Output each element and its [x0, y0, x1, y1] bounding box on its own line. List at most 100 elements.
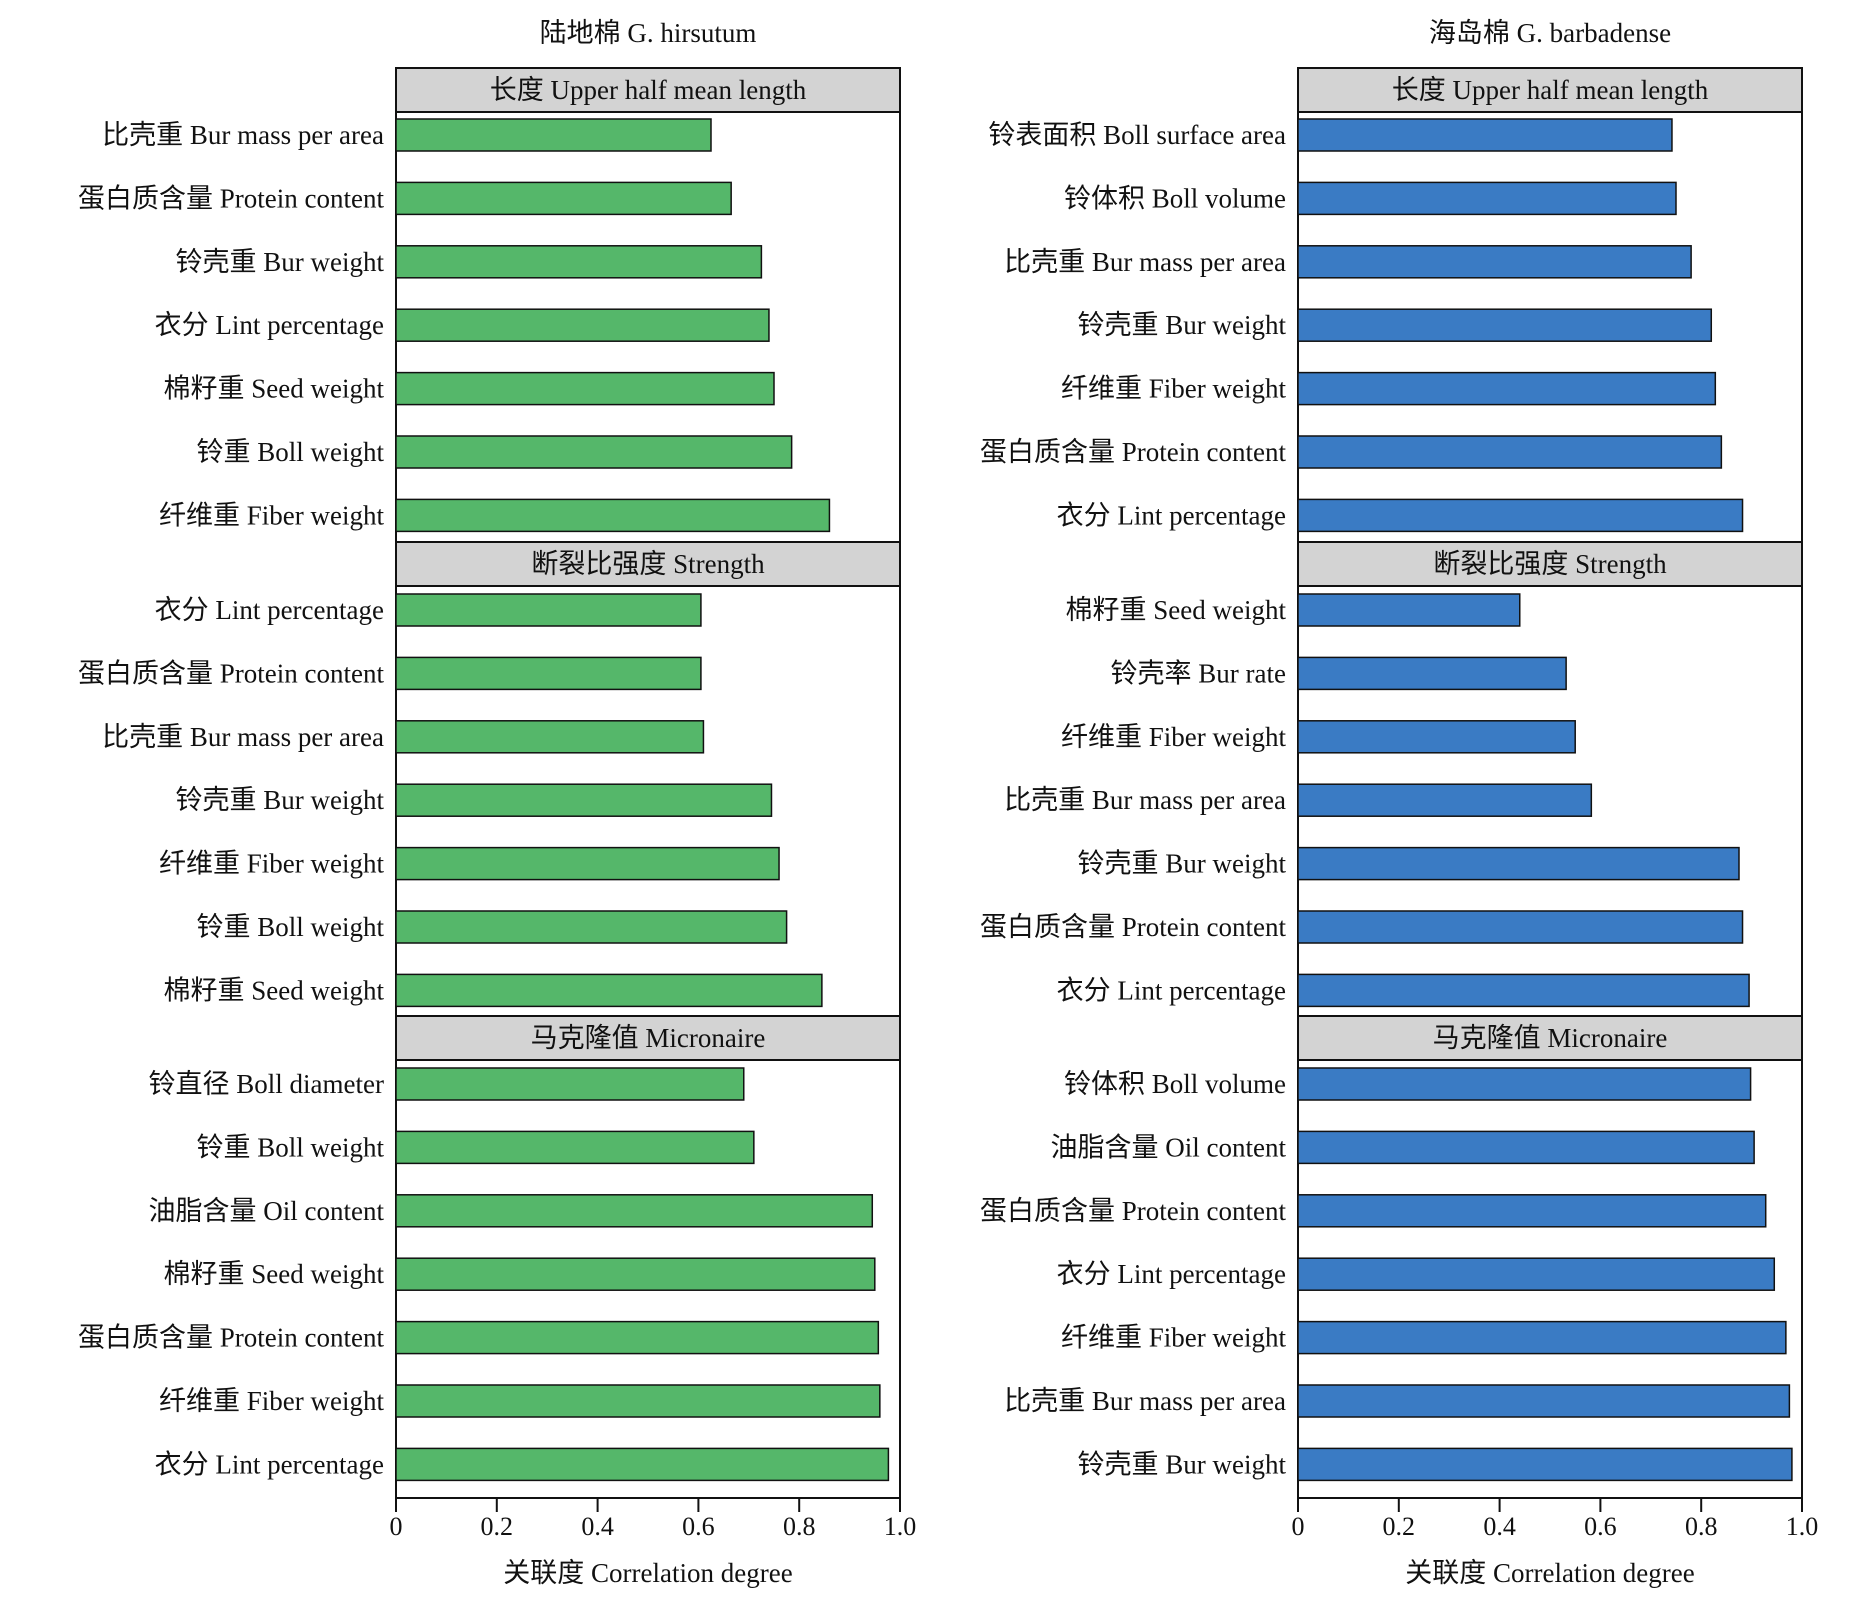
bar-category-label: 棉籽重 Seed weight: [164, 374, 385, 404]
panel-2: 断裂比强度 Strength 衣分 Lint percentage 蛋白质含量 Pr…: [78, 541, 901, 1017]
bar-category-label: 铃重 Boll weight: [197, 1132, 385, 1162]
bar: [1297, 846, 1740, 881]
bar: [395, 498, 831, 533]
bar: [1297, 1320, 1787, 1355]
bar-category-label: 比壳重 Bur mass per area: [1004, 785, 1286, 815]
bar: [1297, 1447, 1793, 1482]
bar-category-label: 铃壳重 Bur weight: [1078, 849, 1287, 879]
bar: [1297, 181, 1677, 216]
bar-category-label: 比壳重 Bur mass per area: [102, 722, 384, 752]
panel-3: 马克隆值 Micronaire 铃直径 Boll diameter 铃重 Boll …: [78, 1015, 901, 1499]
bar: [1297, 435, 1723, 469]
bar: [1297, 593, 1521, 627]
bar: [395, 1320, 880, 1355]
bar: [1297, 245, 1692, 279]
x-tick-label: 0.6: [1584, 1512, 1617, 1541]
bar: [1297, 118, 1673, 152]
bar-category-label: 棉籽重 Seed weight: [164, 975, 385, 1005]
bar-category-label: 铃重 Boll weight: [197, 437, 385, 467]
bar-category-label: 衣分 Lint percentage: [155, 1449, 384, 1479]
bar: [395, 181, 732, 216]
panel-title: 马克隆值 Micronaire: [531, 1023, 766, 1053]
bar: [1297, 1384, 1791, 1418]
bar: [1297, 371, 1717, 406]
bar-category-label: 衣分 Lint percentage: [155, 310, 384, 340]
bar-category-label: 棉籽重 Seed weight: [1066, 595, 1287, 625]
panel-header: [1297, 1015, 1803, 1061]
x-tick-label: 0.6: [682, 1512, 715, 1541]
x-axis-label: 关联度 Correlation degree: [1405, 1558, 1694, 1588]
bar: [395, 593, 702, 627]
x-tick-label: 0.2: [481, 1512, 514, 1541]
bar: [395, 1384, 881, 1418]
bar: [395, 245, 763, 279]
bar: [395, 910, 788, 944]
bar: [1297, 973, 1750, 1008]
panel-3: 马克隆值 Micronaire 铃体积 Boll volume 油脂含量 Oil c…: [980, 1015, 1803, 1499]
bar: [1297, 308, 1713, 342]
bar-category-label: 蛋白质含量 Protein content: [78, 658, 384, 688]
bar-category-label: 衣分 Lint percentage: [1057, 975, 1286, 1005]
bar: [395, 308, 770, 342]
bar: [1297, 1257, 1776, 1291]
bar-category-label: 铃壳重 Bur weight: [176, 785, 385, 815]
bar-category-label: 蛋白质含量 Protein content: [980, 1196, 1286, 1226]
chart-column-2: 海岛棉 G. barbadense 长度 Upper half mean leng…: [980, 18, 1818, 1588]
panel-2: 断裂比强度 Strength 棉籽重 Seed weight 铃壳率 Bur rat…: [980, 541, 1803, 1017]
bar-category-label: 纤维重 Fiber weight: [159, 1386, 384, 1416]
bar-category-label: 蛋白质含量 Protein content: [78, 183, 384, 213]
bar-category-label: 纤维重 Fiber weight: [159, 500, 384, 530]
x-tick-label: 0.8: [1685, 1512, 1718, 1541]
bar-category-label: 铃壳重 Bur weight: [176, 247, 385, 277]
bar-category-label: 比壳重 Bur mass per area: [102, 120, 384, 150]
x-axis: 0 0.2 0.4 0.6 0.8 1.0: [390, 1498, 917, 1541]
bar-category-label: 纤维重 Fiber weight: [1061, 1323, 1286, 1353]
x-tick-label: 1.0: [884, 1512, 917, 1541]
panel-title: 断裂比强度 Strength: [531, 549, 765, 579]
bar-category-label: 蛋白质含量 Protein content: [78, 1323, 384, 1353]
bar-category-label: 铃壳重 Bur weight: [1078, 1449, 1287, 1479]
panel-header: [1297, 541, 1803, 587]
panel-header: [395, 1015, 901, 1061]
bar: [1297, 656, 1567, 691]
bar: [395, 1194, 874, 1228]
bar: [395, 656, 702, 691]
bar-category-label: 衣分 Lint percentage: [155, 595, 384, 625]
panel-title: 长度 Upper half mean length: [1392, 75, 1709, 105]
chart-column-1: 陆地棉 G. hirsutum 长度 Upper half mean length…: [78, 18, 916, 1588]
bar-category-label: 蛋白质含量 Protein content: [980, 912, 1286, 942]
bar-category-label: 油脂含量 Oil content: [1051, 1132, 1287, 1162]
bar: [1297, 1067, 1752, 1101]
bar: [1297, 1194, 1767, 1228]
bar: [1297, 783, 1593, 817]
species-title: 海岛棉 G. barbadense: [1429, 18, 1671, 48]
bar-category-label: 油脂含量 Oil content: [149, 1196, 385, 1226]
x-tick-label: 0.4: [581, 1512, 614, 1541]
bar: [395, 720, 705, 754]
bar: [395, 435, 793, 469]
bar-category-label: 铃重 Boll weight: [197, 912, 385, 942]
bar-category-label: 铃直径 Boll diameter: [149, 1069, 384, 1099]
bar: [395, 1130, 755, 1165]
bar: [1297, 910, 1744, 944]
bar: [395, 1067, 745, 1101]
bar: [395, 1447, 890, 1482]
bar: [395, 783, 773, 817]
x-tick-label: 0.8: [783, 1512, 816, 1541]
bar-category-label: 蛋白质含量 Protein content: [980, 437, 1286, 467]
bar: [395, 371, 775, 406]
bar-category-label: 铃壳率 Bur rate: [1111, 658, 1286, 688]
bar-category-label: 棉籽重 Seed weight: [164, 1259, 385, 1289]
panel-title: 马克隆值 Micronaire: [1433, 1023, 1668, 1053]
bar: [1297, 1130, 1755, 1165]
species-title: 陆地棉 G. hirsutum: [540, 18, 757, 48]
bar: [395, 973, 823, 1008]
x-axis: 0 0.2 0.4 0.6 0.8 1.0: [1292, 1498, 1818, 1541]
bar: [395, 118, 712, 152]
panel-1: 长度 Upper half mean length 铃表面积 Boll surfa…: [980, 67, 1803, 543]
panel-title: 断裂比强度 Strength: [1433, 549, 1667, 579]
x-tick-label: 0.2: [1383, 1512, 1416, 1541]
bar: [1297, 720, 1576, 754]
panel-header: [395, 67, 901, 113]
